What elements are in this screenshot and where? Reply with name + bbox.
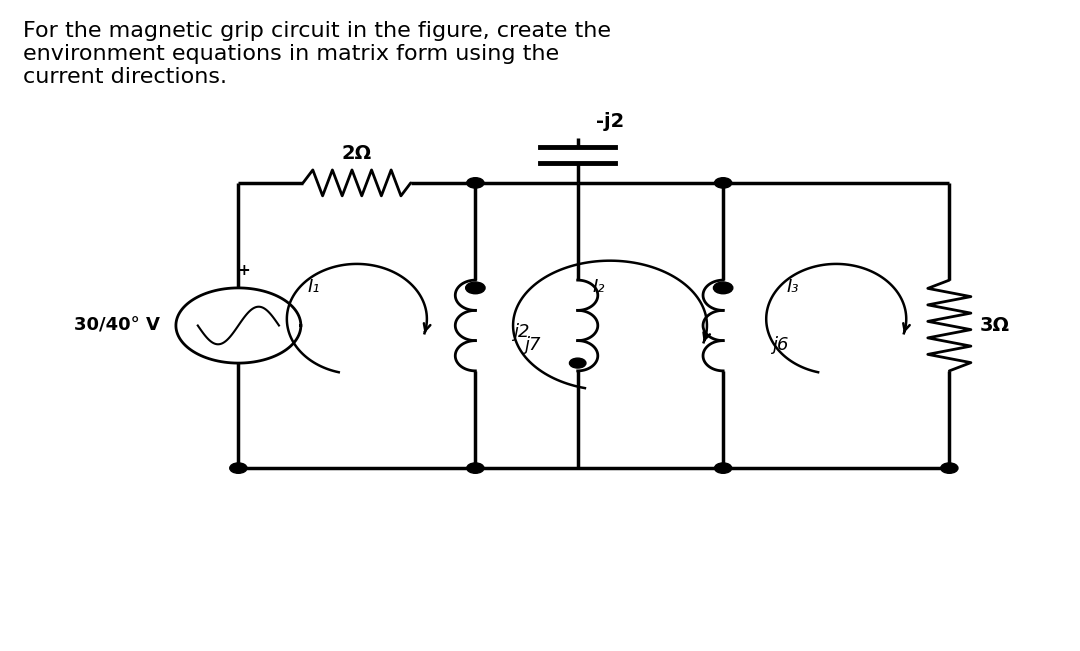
Circle shape: [230, 463, 247, 473]
Text: I₂: I₂: [593, 277, 606, 296]
Text: j2: j2: [513, 323, 529, 341]
Circle shape: [714, 282, 733, 294]
Circle shape: [941, 463, 958, 473]
Text: For the magnetic grip circuit in the figure, create the
environment equations in: For the magnetic grip circuit in the fig…: [23, 21, 611, 87]
Text: I₃: I₃: [787, 277, 799, 296]
Text: +: +: [238, 263, 251, 278]
Text: j6: j6: [771, 336, 788, 354]
Circle shape: [715, 178, 732, 188]
Circle shape: [569, 358, 586, 368]
Circle shape: [467, 463, 484, 473]
Circle shape: [467, 178, 484, 188]
Circle shape: [465, 282, 485, 294]
Text: 3Ω: 3Ω: [980, 316, 1010, 335]
Text: 30/40° V: 30/40° V: [73, 316, 160, 335]
Text: -j2: -j2: [596, 112, 624, 131]
Text: 2Ω: 2Ω: [341, 145, 372, 163]
Circle shape: [715, 463, 732, 473]
Text: I₁: I₁: [308, 277, 320, 296]
Text: j7: j7: [524, 336, 540, 354]
